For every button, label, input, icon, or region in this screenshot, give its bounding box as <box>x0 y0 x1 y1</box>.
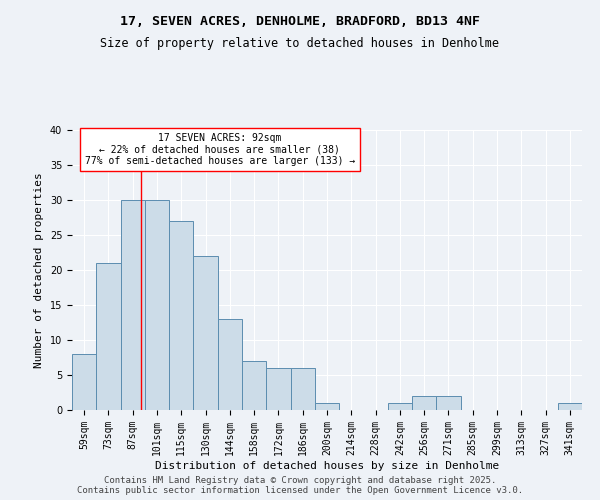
Bar <box>145 200 169 410</box>
Bar <box>290 368 315 410</box>
Bar <box>193 256 218 410</box>
Y-axis label: Number of detached properties: Number of detached properties <box>34 172 44 368</box>
Bar <box>169 221 193 410</box>
Bar <box>412 396 436 410</box>
Bar <box>96 263 121 410</box>
Text: Size of property relative to detached houses in Denholme: Size of property relative to detached ho… <box>101 38 499 51</box>
Text: Contains HM Land Registry data © Crown copyright and database right 2025.
Contai: Contains HM Land Registry data © Crown c… <box>77 476 523 495</box>
Bar <box>266 368 290 410</box>
Bar <box>436 396 461 410</box>
Text: 17 SEVEN ACRES: 92sqm
← 22% of detached houses are smaller (38)
77% of semi-deta: 17 SEVEN ACRES: 92sqm ← 22% of detached … <box>85 133 355 166</box>
Bar <box>558 403 582 410</box>
Bar <box>72 354 96 410</box>
Bar <box>218 319 242 410</box>
Bar <box>242 361 266 410</box>
Bar <box>388 403 412 410</box>
Bar <box>315 403 339 410</box>
Bar <box>121 200 145 410</box>
X-axis label: Distribution of detached houses by size in Denholme: Distribution of detached houses by size … <box>155 460 499 470</box>
Text: 17, SEVEN ACRES, DENHOLME, BRADFORD, BD13 4NF: 17, SEVEN ACRES, DENHOLME, BRADFORD, BD1… <box>120 15 480 28</box>
